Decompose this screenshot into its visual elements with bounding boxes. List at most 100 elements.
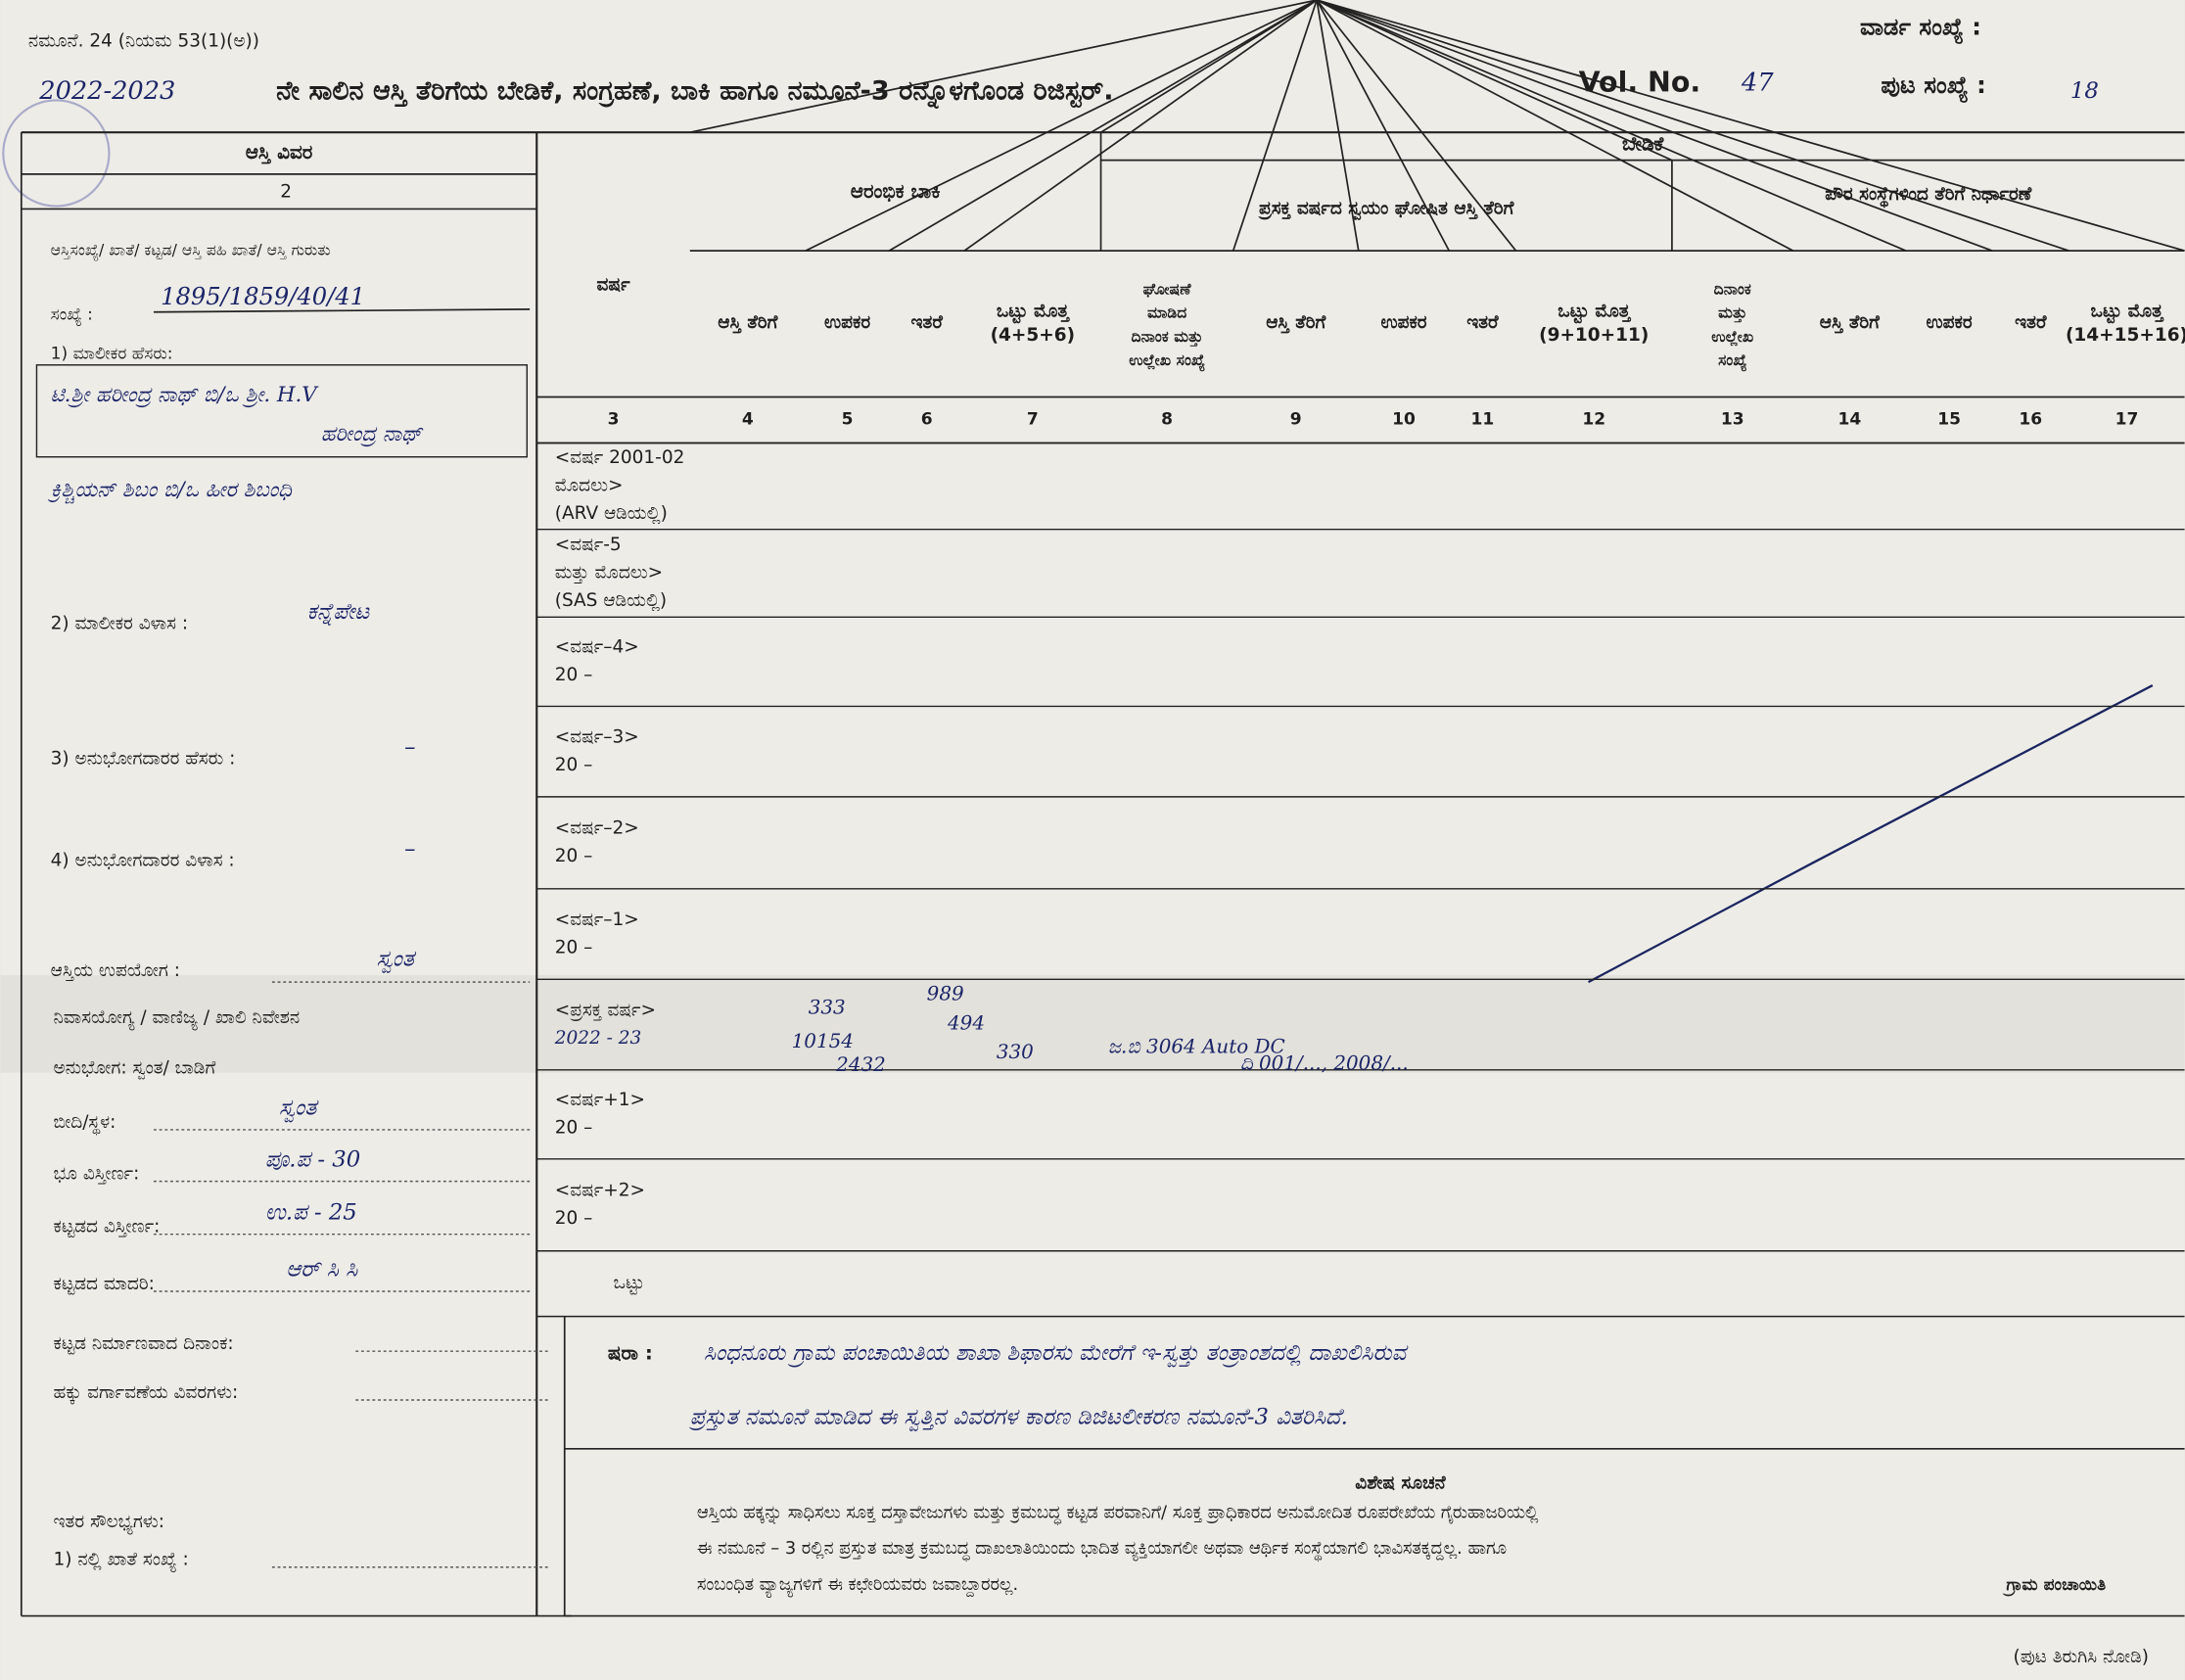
column-header: (14+15+16): [2066, 325, 2185, 346]
column-header: ಮತ್ತು: [1718, 303, 1746, 324]
field-label: ಹಕ್ಕು ವರ್ಗಾವಣೆಯ ವಿವರಗಳು:: [54, 1382, 239, 1404]
note-title: ವಿಶೇಷ ಸೂಚನೆ: [1355, 1472, 1447, 1493]
row-label: 20 –: [555, 665, 593, 685]
rule: [1316, 0, 2185, 252]
group-header: ಬೇಡಿಕೆ: [1622, 132, 1665, 155]
field-label: ನಿವಾಸಯೋಗ್ಯ / ವಾಣಿಜ್ಯ / ಖಾಲಿ ನಿವೇಶನ: [54, 1007, 301, 1030]
row-label: 20 –: [555, 1208, 593, 1229]
row-label: (SAS ಆಡಿಯಲ್ಲಿ): [555, 590, 667, 611]
entry: ಜ.ಬಿ 3064 Auto DC: [1108, 1036, 1285, 1058]
note-line: ಆಸ್ತಿಯ ಹಕ್ಕನ್ನು ಸಾಧಿಸಲು ಸೂಕ್ತ ದಸ್ತಾವೇಜುಗ…: [697, 1502, 1539, 1525]
field-value: 1895/1859/40/41: [161, 283, 365, 310]
vol-no: 47: [1741, 68, 1774, 97]
field-value: ಪೂ.ಪ - 30: [265, 1146, 360, 1172]
row-label: 20 –: [555, 846, 593, 866]
row-label: 2022 - 23: [554, 1028, 642, 1049]
column-number: 14: [1837, 409, 1861, 429]
rule: [1316, 0, 1360, 252]
field-value: –: [404, 836, 415, 862]
column-number: 6: [921, 409, 933, 429]
column-header: ಉಲ್ಲೇಖ ಸಂಖ್ಯೆ: [1129, 350, 1205, 372]
field-label: 1) ಮಾಲೀಕರ ಹೆಸರು:: [51, 344, 173, 363]
field-label: ಕಟ್ಟಡದ ವಿಸ್ತೀರ್ಣ:: [54, 1217, 161, 1237]
column-header: ಉಪಕರ: [1927, 312, 1973, 333]
field-value: ಉ.ಪ - 25: [265, 1199, 357, 1225]
field-label: ಭೂ ವಿಸ್ತೀರ್ಣ:: [54, 1163, 140, 1184]
row-label: (ARV ಆಡಿಯಲ್ಲಿ): [555, 503, 668, 524]
owner-name: ಕ್ರಿಶ್ಚಿಯನ್ ಶಿಬಂ ಬಿ/ಒ ಹೀರ ಶಿಬಂಧಿ: [47, 478, 293, 504]
scan-shadow: [0, 975, 2185, 1073]
owner-name: ಹರೀಂದ್ರ ನಾಥ್: [321, 422, 424, 447]
column-number: 13: [1721, 409, 1744, 429]
column-number: 15: [1937, 409, 1961, 429]
row-label: <ವರ್ಷ–2>: [555, 818, 639, 839]
column-header: ಒಟ್ಟು ಮೊತ್ತ: [2091, 302, 2165, 324]
column-header: ಇತರೆ: [911, 312, 945, 333]
rule: [805, 0, 1318, 252]
rule: [153, 308, 531, 313]
field-label: ಕಟ್ಟಡದ ಮಾದರಿ:: [54, 1274, 155, 1294]
column-number: 11: [1471, 409, 1495, 429]
entry: 989: [927, 982, 964, 1004]
field-label: ಆಸ್ತಿಸಂಖ್ಯೆ/ ಖಾತೆ/ ಕಟ್ಟಡ/ ಆಸ್ತಿ ಪಹಿ ಖಾತೆ…: [51, 241, 331, 261]
row-label: ಮೊದಲು>: [555, 476, 624, 496]
panel-heading: ಆಸ್ತಿ ವಿವರ: [246, 141, 313, 164]
column-header: ವರ್ಷ: [597, 275, 630, 296]
rule: [1316, 0, 1907, 252]
rule: [888, 0, 1318, 252]
remarks-label: ಷರಾ :: [608, 1342, 653, 1365]
rule: [1232, 0, 1318, 252]
column-number: 12: [1582, 409, 1605, 429]
row-label: <ವರ್ಷ–3>: [555, 726, 639, 747]
note-line: ಈ ನಮೂನೆ – 3 ರಲ್ಲಿನ ಪ್ರಸ್ತುತ ಮಾತ್ರ ಕ್ರಮಬದ…: [697, 1538, 1507, 1562]
field-value: ಆರ್ ಸಿ ಸಿ: [286, 1257, 358, 1283]
column-header: ಆಸ್ತಿ ತೆರಿಗೆ: [1820, 312, 1881, 334]
column-header: ಇತರೆ: [2015, 312, 2048, 333]
rule: [1316, 0, 1794, 252]
year: 2022-2023: [38, 76, 175, 106]
row-label: ಮತ್ತು ಮೊದಲು>: [555, 563, 663, 584]
field-label: ಆಸ್ತಿಯ ಉಪಯೋಗ :: [51, 960, 180, 981]
column-header: ದಿನಾಂಕ: [1714, 279, 1751, 298]
column-number: 9: [1290, 409, 1302, 429]
entry: 10154: [792, 1030, 854, 1052]
column-number: 4: [742, 409, 754, 429]
row-label: <ಪ್ರಸಕ್ತ ವರ್ಷ>: [555, 1000, 656, 1020]
column-header: ಒಟ್ಟು ಮೊತ್ತ: [1557, 302, 1632, 324]
entry: 494: [947, 1011, 985, 1034]
rule: [963, 0, 1318, 252]
remark: ಪ್ರಸ್ತುತ ನಮೂನೆ ಮಾಡಿದ ಈ ಸ್ವತ್ತಿನ ವಿವರಗಳ ಕ…: [689, 1404, 1348, 1431]
column-header: ಇತರೆ: [1466, 312, 1500, 333]
column-header: ಆಸ್ತಿ ತೆರಿಗೆ: [718, 312, 778, 334]
footer: (ಪುಟ ತಿರುಗಿಸಿ ನೋಡಿ): [2014, 1647, 2149, 1667]
rule: [1316, 0, 1517, 252]
ward-label: ವಾರ್ಡ ಸಂಖ್ಯೆ :: [1860, 13, 1981, 44]
col-no: 2: [280, 181, 292, 202]
field-value: ಸ್ವಂತ: [377, 946, 417, 973]
column-header: ಉಪಕರ: [824, 312, 870, 333]
field-label: ಕಟ್ಟಡ ನಿರ್ಮಾಣವಾದ ದಿನಾಂಕ:: [54, 1333, 234, 1354]
field-label: 2) ಮಾಲೀಕರ ವಿಳಾಸ :: [51, 613, 188, 633]
remark: ಸಿಂಧನೂರು ಗ್ರಾಮ ಪಂಚಾಯಿತಿಯ ಶಾಖಾ ಶಿಫಾರಸು ಮೇ…: [704, 1340, 1410, 1368]
entry: 330: [997, 1041, 1034, 1063]
rule: [1316, 0, 1451, 252]
group-header: ಪ್ರಸಕ್ತ ವರ್ಷದ ಸ್ವಯಂ ಘೋಷಿತ ಆಸ್ತಿ ತೆರಿಗೆ: [1258, 198, 1515, 220]
row-label: <ವರ್ಷ+1>: [555, 1090, 645, 1110]
group-header: ಆರಂಭಿಕ ಬಾಕಿ: [851, 180, 941, 203]
rule: [1316, 0, 1673, 162]
rule: [689, 0, 1318, 134]
field-value: –: [404, 734, 415, 760]
field-value: ಕನ್ನೆಪೇಟ: [306, 599, 370, 626]
row-label: 20 –: [555, 937, 593, 957]
rule: [1316, 0, 2069, 252]
entry: ದಿ 001/..., 2008/...: [1240, 1052, 1409, 1075]
column-header: ಆಸ್ತಿ ತೆರಿಗೆ: [1266, 312, 1326, 334]
field-label: 1) ನಲ್ಲಿ ಖಾತೆ ಸಂಖ್ಯೆ :: [54, 1550, 189, 1572]
title: ನೇ ಸಾಲಿನ ಆಸ್ತಿ ತೆರಿಗೆಯ ಬೇಡಿಕೆ, ಸಂಗ್ರಹಣೆ,…: [276, 75, 1113, 109]
column-header: ದಿನಾಂಕ ಮತ್ತು: [1132, 327, 1203, 348]
row-label: 20 –: [555, 1118, 593, 1139]
note-line: ಸಂಬಂಧಿತ ವ್ಯಾಜ್ಯಗಳಿಗೆ ಈ ಕಛೇರಿಯವರು ಜವಾಬ್ದಾ…: [697, 1574, 1018, 1597]
box: [35, 364, 529, 458]
